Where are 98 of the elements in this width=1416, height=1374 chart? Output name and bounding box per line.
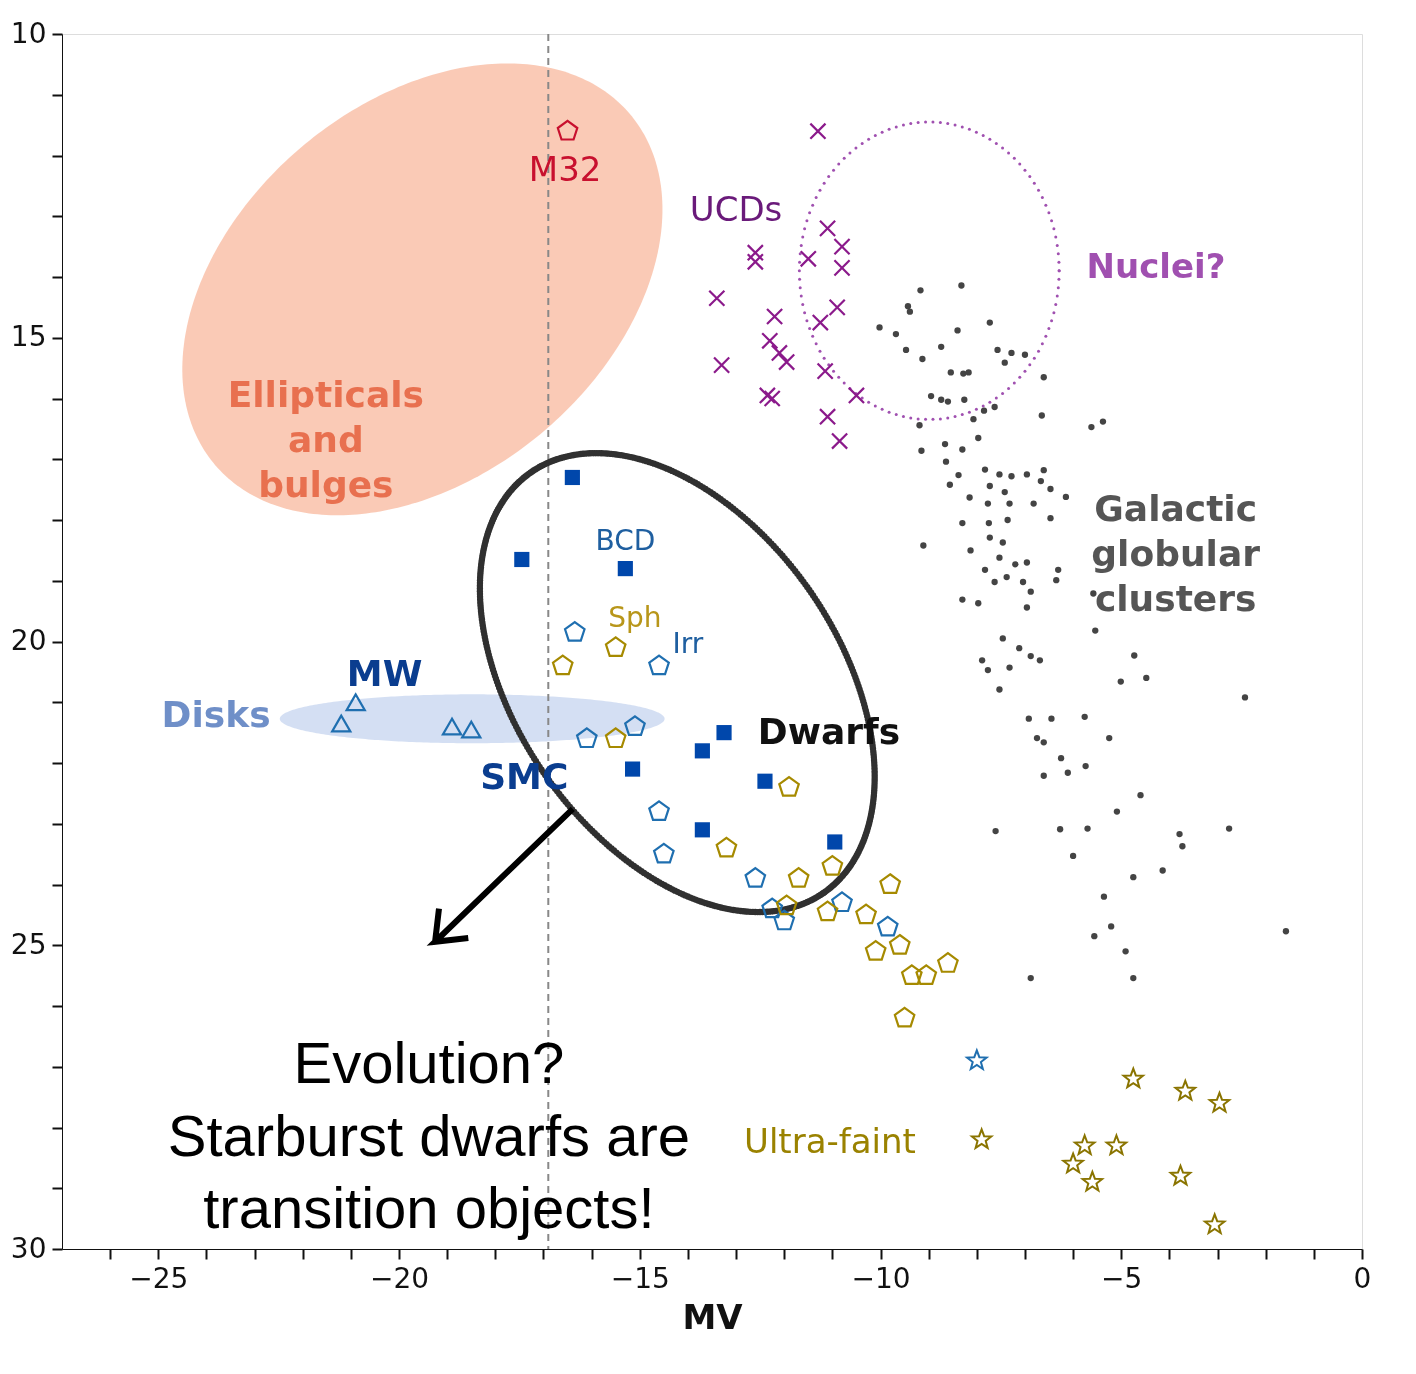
y-tick-label: 25 bbox=[10, 927, 47, 961]
point bbox=[777, 353, 796, 371]
point bbox=[556, 119, 579, 141]
point bbox=[773, 909, 796, 931]
point bbox=[833, 259, 851, 277]
point bbox=[1169, 1164, 1192, 1186]
point bbox=[575, 727, 598, 749]
point bbox=[653, 842, 675, 864]
y-tick-label: 15 bbox=[10, 320, 47, 354]
point bbox=[893, 1006, 916, 1028]
annotation: BCD bbox=[595, 524, 656, 558]
point bbox=[1081, 1170, 1104, 1192]
point bbox=[970, 1128, 993, 1149]
y-tick-label: 10 bbox=[10, 16, 47, 50]
point bbox=[694, 743, 710, 759]
point bbox=[1208, 1091, 1231, 1113]
point bbox=[715, 836, 738, 858]
annotation: M32 bbox=[528, 148, 602, 189]
point bbox=[746, 253, 765, 271]
point bbox=[1122, 1067, 1145, 1089]
point bbox=[345, 693, 366, 712]
point bbox=[564, 469, 580, 486]
point bbox=[604, 727, 627, 749]
point bbox=[761, 897, 784, 919]
point bbox=[712, 356, 731, 374]
point bbox=[770, 344, 789, 362]
point bbox=[514, 551, 530, 568]
x-tick-label: −25 bbox=[129, 1261, 189, 1295]
point bbox=[1203, 1213, 1226, 1234]
point bbox=[937, 952, 959, 973]
point bbox=[758, 386, 777, 405]
annotation: UCDs bbox=[689, 188, 783, 229]
point bbox=[787, 867, 810, 888]
point bbox=[816, 362, 834, 380]
point bbox=[624, 715, 646, 736]
point bbox=[1073, 1134, 1096, 1156]
point bbox=[966, 1049, 988, 1070]
annotation: Sph bbox=[608, 601, 662, 635]
annotation: MW bbox=[346, 652, 423, 694]
annotation: Evolution? Starburst dwarfs are transition objects! bbox=[167, 1030, 690, 1241]
point bbox=[1174, 1079, 1197, 1101]
x-tick-label: −5 bbox=[1101, 1261, 1143, 1295]
point bbox=[821, 854, 844, 876]
annotation: Ellipticals and bulges bbox=[227, 374, 425, 506]
annotation: Irr bbox=[672, 627, 704, 661]
point bbox=[876, 915, 899, 937]
point bbox=[809, 122, 827, 140]
point bbox=[563, 621, 586, 642]
annotation: Nuclei? bbox=[1086, 245, 1226, 286]
x-tick-label: −10 bbox=[851, 1261, 911, 1295]
y-tick-label: 30 bbox=[10, 1231, 47, 1265]
point bbox=[828, 298, 846, 317]
point bbox=[816, 900, 839, 922]
point bbox=[746, 244, 765, 262]
point bbox=[831, 891, 853, 913]
point bbox=[648, 800, 670, 821]
x-tick-label: −20 bbox=[369, 1261, 430, 1295]
point bbox=[757, 773, 773, 789]
point bbox=[761, 332, 779, 350]
annotation: Ultra-faint bbox=[744, 1120, 916, 1161]
point bbox=[461, 720, 482, 739]
annotation: Galactic globular clusters bbox=[1091, 488, 1261, 620]
point bbox=[811, 313, 830, 332]
point bbox=[1062, 1152, 1084, 1174]
point bbox=[694, 822, 710, 838]
point bbox=[833, 237, 851, 256]
x-tick-label: −15 bbox=[610, 1261, 670, 1295]
point bbox=[847, 386, 866, 405]
point bbox=[900, 964, 923, 986]
x-axis-title: MV bbox=[682, 1296, 744, 1337]
point bbox=[708, 289, 726, 307]
point bbox=[830, 432, 849, 450]
point bbox=[1105, 1134, 1128, 1156]
point bbox=[818, 408, 837, 426]
point bbox=[744, 867, 767, 888]
point bbox=[879, 873, 901, 894]
point bbox=[888, 933, 911, 955]
point bbox=[617, 561, 633, 577]
point bbox=[441, 717, 463, 736]
point bbox=[331, 714, 352, 733]
point bbox=[818, 219, 837, 238]
point bbox=[778, 775, 800, 797]
point bbox=[604, 636, 627, 657]
point bbox=[799, 250, 817, 268]
point bbox=[763, 389, 781, 408]
x-tick-label: 0 bbox=[1353, 1261, 1372, 1295]
point bbox=[551, 654, 574, 676]
point bbox=[827, 834, 843, 850]
y-tick-label: 20 bbox=[10, 624, 47, 657]
annotation: Disks bbox=[161, 693, 271, 735]
point bbox=[775, 894, 798, 916]
point bbox=[765, 307, 784, 326]
point bbox=[624, 761, 641, 777]
point bbox=[716, 725, 732, 741]
point bbox=[864, 939, 887, 961]
point bbox=[915, 964, 938, 986]
point bbox=[648, 654, 670, 676]
point bbox=[855, 903, 877, 925]
